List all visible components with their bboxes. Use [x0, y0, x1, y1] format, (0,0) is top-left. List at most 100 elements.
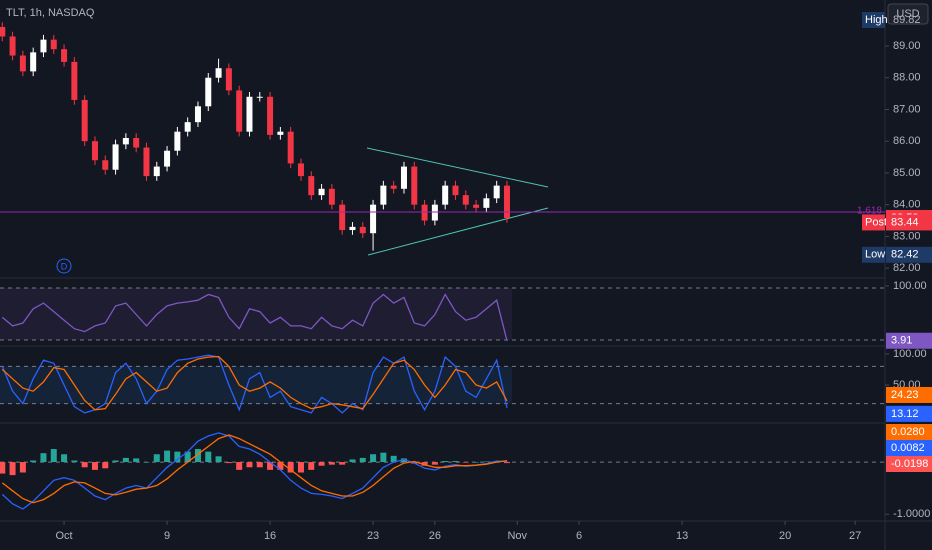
price-marker-tag: Low [865, 249, 885, 261]
candle-body [0, 26, 6, 37]
histogram-bar [339, 462, 346, 465]
last-value-label-box [886, 405, 932, 422]
last-value-label-box [886, 332, 932, 349]
histogram-bar [277, 462, 284, 470]
x-tick-label: 23 [367, 530, 379, 542]
y-tick-label: 82.00 [893, 262, 921, 274]
candle-body [225, 68, 232, 91]
histogram-last-label: -0.0198 [891, 458, 928, 470]
currency-label[interactable]: USD [896, 8, 919, 20]
histogram-bar [421, 462, 428, 466]
candle-body [143, 147, 150, 177]
histogram-bar [215, 456, 222, 463]
histogram-bar [174, 451, 181, 463]
candle-body [215, 68, 222, 78]
candle-body [370, 204, 377, 234]
candle-body [431, 204, 438, 221]
histogram-bar [390, 455, 397, 463]
histogram-bar [133, 458, 140, 463]
candle-body [328, 188, 335, 205]
histogram-bar [308, 462, 315, 470]
symbol-title: TLT, 1h, NASDAQ [6, 7, 95, 19]
histogram-bar [153, 454, 160, 463]
candle-body [503, 185, 510, 218]
candle-body [390, 185, 397, 189]
candle-body [19, 55, 26, 72]
candle-body [9, 36, 16, 56]
candle-body [236, 90, 243, 132]
histogram-bar [246, 462, 253, 468]
dividend-icon[interactable] [56, 258, 72, 274]
price-marker-tag: Post [865, 216, 887, 228]
candle-body [205, 77, 212, 107]
indicator-line [1, 354, 508, 414]
y-tick-label: 100.00 [893, 280, 927, 292]
candle-body [308, 176, 315, 196]
x-tick-label: 9 [164, 530, 170, 542]
candle-body [61, 49, 68, 62]
price-marker-value-box [886, 246, 932, 263]
y-tick-label: -1.0000 [893, 508, 930, 520]
histogram-bar [112, 460, 119, 463]
histogram-bar [431, 462, 438, 465]
price-marker-value: 83.44 [891, 216, 919, 228]
x-tick-label: Nov [507, 530, 527, 542]
histogram-bar [452, 461, 459, 463]
histogram-bar [349, 459, 356, 463]
candle-body [71, 61, 78, 100]
last-value-label: 24.23 [891, 389, 919, 401]
currency-button[interactable] [887, 3, 929, 25]
y-tick-label: 100.00 [893, 348, 927, 360]
histogram-bar [442, 461, 449, 463]
histogram-bar [9, 462, 16, 476]
signal-last-label-box [886, 424, 932, 440]
triangle-upper-line [366, 147, 549, 188]
candle-body [81, 99, 88, 142]
candle-body [287, 131, 294, 164]
price-marker-value-box [886, 214, 932, 231]
band-fill [0, 366, 512, 404]
y-tick-label: 86.00 [893, 135, 921, 147]
y-tick-label: 88.00 [893, 72, 921, 84]
y-tick-label: 83.00 [893, 230, 921, 242]
x-tick-label: 20 [779, 530, 791, 542]
indicator-line [1, 432, 508, 510]
candle-body [462, 195, 469, 205]
histogram-bar [503, 462, 510, 464]
dividend-label[interactable]: D [61, 261, 68, 271]
candle-body [318, 188, 325, 196]
histogram-bar [370, 454, 377, 463]
candle-body [297, 163, 304, 177]
histogram-last-label-box [886, 456, 932, 472]
y-tick-label: 85.00 [893, 167, 921, 179]
candle-body [91, 141, 98, 161]
candle-body [30, 52, 37, 72]
histogram-bar [0, 462, 6, 474]
candle-body [40, 39, 47, 53]
candle-body [184, 122, 191, 132]
candle-body [380, 185, 387, 205]
histogram-bar [267, 462, 274, 470]
price-marker-tag-box [862, 214, 885, 231]
histogram-bar [256, 462, 263, 468]
last-value-label: 13.12 [891, 408, 919, 420]
histogram-bar [71, 460, 78, 463]
candle-body [174, 131, 181, 151]
candle-body [133, 138, 140, 148]
macd-last-label-box [886, 440, 932, 456]
histogram-bar [328, 462, 335, 465]
histogram-bar [205, 451, 212, 463]
candle-body [400, 166, 407, 189]
candle-body [442, 185, 449, 205]
candle-body [349, 226, 356, 231]
candle-body [194, 106, 201, 123]
histogram-bar [184, 451, 191, 463]
candle-body [452, 185, 459, 196]
last-value-label: 3.91 [891, 335, 912, 347]
histogram-bar [483, 461, 490, 463]
histogram-bar [61, 454, 68, 463]
candle-body [102, 160, 109, 170]
price-marker-tag-box [862, 11, 885, 28]
histogram-bar [40, 453, 47, 463]
x-tick-label: 6 [576, 530, 582, 542]
